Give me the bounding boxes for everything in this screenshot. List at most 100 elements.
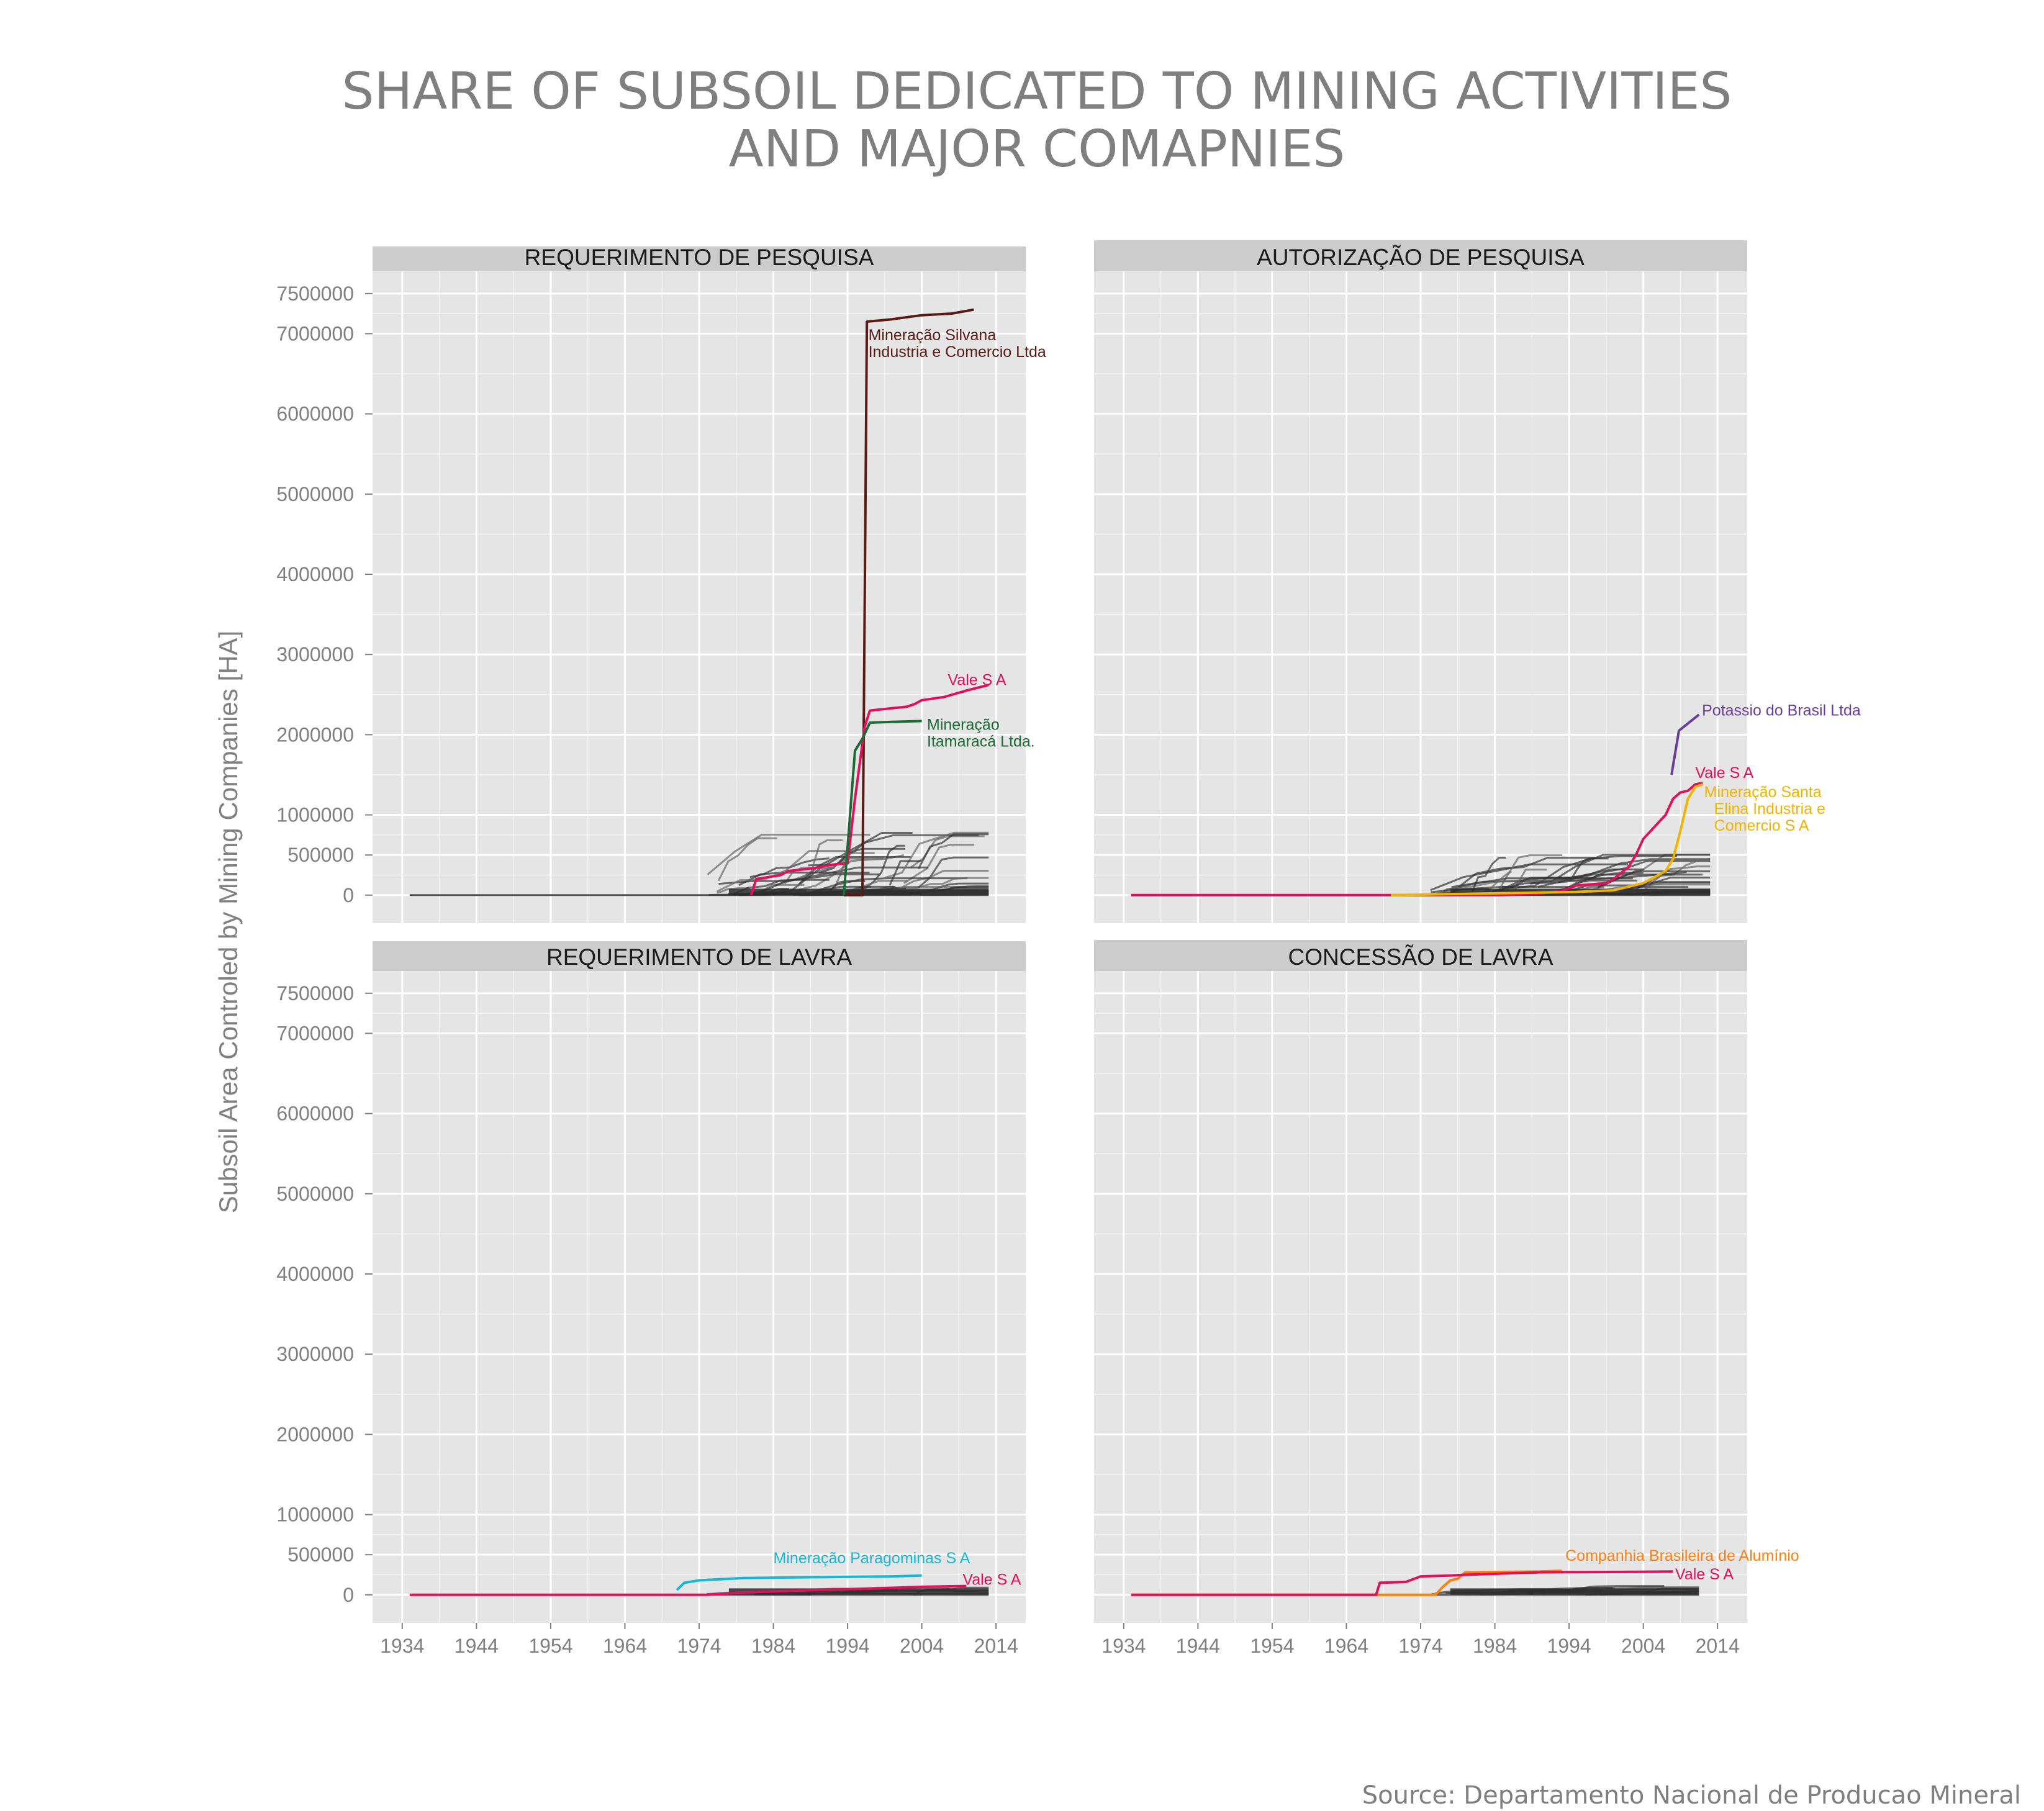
x-tick-label: 1934 bbox=[1101, 1635, 1146, 1657]
series-annotation: Vale S A bbox=[1695, 764, 1753, 782]
other-company-line bbox=[919, 877, 989, 888]
other-company-line bbox=[1564, 879, 1638, 890]
dense-lines-band bbox=[728, 1588, 989, 1595]
other-company-line bbox=[903, 844, 975, 884]
other-company-line bbox=[717, 850, 856, 893]
series-annotation: Mineração Santa Elina Industria e Comercio… bbox=[1704, 784, 1825, 834]
other-company-line bbox=[1549, 854, 1711, 883]
other-company-line bbox=[898, 870, 989, 890]
other-company-line bbox=[1514, 869, 1547, 892]
other-company-line bbox=[1635, 881, 1711, 890]
x-tick-label: 1964 bbox=[603, 1635, 647, 1657]
x-tick-label: 1934 bbox=[380, 1635, 424, 1657]
x-tick-label: 1984 bbox=[751, 1635, 795, 1657]
other-company-line bbox=[1452, 857, 1595, 893]
other-company-line bbox=[1602, 883, 1711, 892]
other-company-line bbox=[718, 866, 928, 885]
y-tick-label: 500000 bbox=[287, 844, 354, 866]
facet-strip bbox=[373, 246, 1026, 271]
panel-4: CONCESSÃO DE LAVRA 1934 1944 1954 1964 1974 19… bbox=[1094, 940, 1799, 1657]
other-company-line bbox=[738, 872, 870, 887]
dense-lines-band bbox=[1450, 1588, 1699, 1595]
x-tick-label: 1954 bbox=[1250, 1635, 1294, 1657]
other-company-line bbox=[798, 854, 905, 891]
series-annotation: Companhia Brasileira de Alumínio bbox=[1565, 1547, 1799, 1565]
x-tick-label: 2014 bbox=[974, 1635, 1018, 1657]
series-annotation: Mineração Silvana Industria e Comercio Lt… bbox=[869, 327, 1046, 361]
y-tick-label: 3000000 bbox=[276, 1343, 354, 1365]
y-tick-label: 7000000 bbox=[276, 322, 354, 345]
x-tick-label: 2014 bbox=[1696, 1635, 1740, 1657]
other-company-line bbox=[795, 839, 843, 882]
x-tick-label: 1954 bbox=[528, 1635, 572, 1657]
other-company-line bbox=[1584, 860, 1711, 883]
other-company-line bbox=[917, 833, 989, 870]
series-annotation: Vale S A bbox=[962, 1571, 1021, 1589]
y-tick-label: 2000000 bbox=[276, 723, 354, 746]
y-tick-label: 1000000 bbox=[276, 804, 354, 826]
facet-strip bbox=[373, 941, 1026, 971]
facet-title: AUTORIZAÇÃO DE PESQUISA bbox=[1257, 245, 1585, 270]
facet-strip bbox=[1094, 240, 1747, 271]
other-companies-lines bbox=[409, 831, 989, 896]
series-line-vale-s-a bbox=[749, 684, 989, 896]
x-tick-label: 1974 bbox=[1398, 1635, 1442, 1657]
series-line-minera-o-paragominas-s-a bbox=[676, 1574, 922, 1591]
x-tick-label: 1984 bbox=[1473, 1635, 1517, 1657]
other-company-line bbox=[833, 852, 875, 888]
panel-1: REQUERIMENTO DE PESQUISA 0 500000 1000000 20… bbox=[276, 245, 1046, 923]
series-line-potassio-do-brasil-ltda bbox=[1670, 713, 1700, 775]
other-company-line bbox=[1492, 871, 1687, 892]
dense-lines-band bbox=[728, 888, 989, 895]
panel-2: AUTORIZAÇÃO DE PESQUISA Potassio do Brasi… bbox=[1094, 240, 1861, 923]
series-annotation: Vale S A bbox=[1675, 1566, 1734, 1583]
y-tick-label: 6000000 bbox=[276, 403, 354, 425]
facet-title: REQUERIMENTO DE PESQUISA bbox=[525, 245, 874, 270]
chart-title-line-2: AND MAJOR COMAPNIES bbox=[729, 120, 1345, 179]
other-company-line bbox=[1495, 854, 1563, 895]
other-company-line bbox=[806, 877, 967, 895]
panel-3: REQUERIMENTO DE LAVRA 0 500000 1000000 20000… bbox=[276, 941, 1034, 1657]
series-line-vale-s-a bbox=[1131, 1570, 1673, 1596]
y-tick-label: 1000000 bbox=[276, 1504, 354, 1526]
y-tick-label: 5000000 bbox=[276, 1183, 354, 1205]
series-annotation: Vale S A bbox=[947, 671, 1006, 689]
other-company-line bbox=[884, 831, 989, 879]
other-company-line bbox=[731, 878, 830, 896]
facet-title: REQUERIMENTO DE LAVRA bbox=[546, 944, 852, 970]
series-annotation: Mineração Itamaracá Ltda. bbox=[927, 716, 1035, 751]
y-tick-label: 500000 bbox=[287, 1543, 354, 1566]
series-annotation: Potassio do Brasil Ltda bbox=[1702, 702, 1861, 719]
series-line-minera-o-santa-elina-industria-e-comercio-s-a bbox=[1391, 783, 1703, 896]
other-company-line bbox=[717, 837, 777, 882]
other-company-line bbox=[889, 860, 922, 886]
y-axis-label: Subsoil Area Controled by Mining Compani… bbox=[214, 631, 243, 1213]
chart-title-line-1: SHARE OF SUBSOIL DEDICATED TO MINING ACT… bbox=[342, 62, 1732, 121]
x-tick-label: 2004 bbox=[900, 1635, 944, 1657]
y-tick-label: 3000000 bbox=[276, 643, 354, 666]
series-annotation: Mineração Paragominas S A bbox=[774, 1550, 970, 1567]
y-tick-label: 7500000 bbox=[276, 982, 354, 1005]
x-tick-label: 1944 bbox=[454, 1635, 499, 1657]
y-tick-label: 7500000 bbox=[276, 282, 354, 305]
panels-group: REQUERIMENTO DE PESQUISA 0 500000 1000000 20… bbox=[276, 240, 1861, 1657]
y-tick-label: 0 bbox=[343, 884, 354, 906]
other-company-line bbox=[707, 833, 871, 875]
y-tick-label: 7000000 bbox=[276, 1022, 354, 1044]
facet-strip bbox=[1094, 940, 1747, 971]
series-line-minera-o-silvana-industria-e-comercio-ltda bbox=[844, 308, 974, 896]
other-company-line bbox=[1597, 870, 1711, 888]
other-company-line bbox=[1570, 857, 1609, 882]
x-tick-label: 1944 bbox=[1176, 1635, 1220, 1657]
x-tick-label: 1994 bbox=[1547, 1635, 1591, 1657]
facet-title: CONCESSÃO DE LAVRA bbox=[1288, 944, 1553, 970]
series-line-vale-s-a bbox=[409, 1584, 967, 1596]
x-tick-label: 2004 bbox=[1621, 1635, 1665, 1657]
x-tick-label: 1974 bbox=[677, 1635, 721, 1657]
y-tick-label: 2000000 bbox=[276, 1423, 354, 1445]
source-note: Source: Departamento Nacional de Produca… bbox=[1362, 1781, 2021, 1810]
y-tick-label: 5000000 bbox=[276, 483, 354, 505]
y-tick-label: 0 bbox=[343, 1584, 354, 1606]
y-tick-label: 6000000 bbox=[276, 1103, 354, 1125]
